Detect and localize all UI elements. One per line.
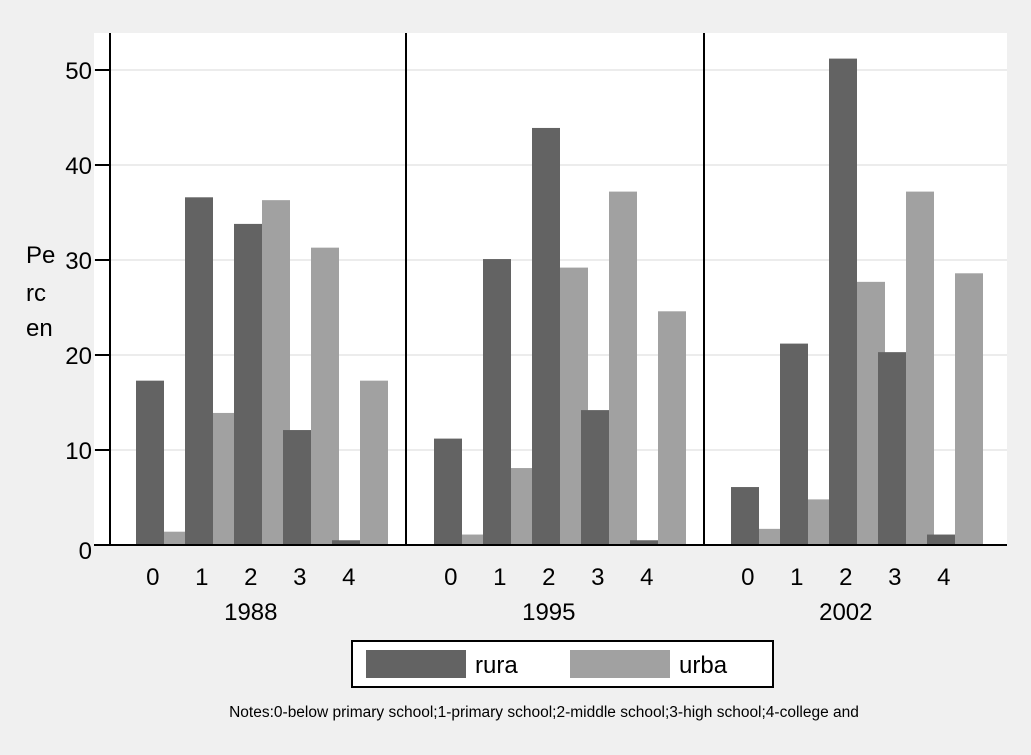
axes <box>94 33 1007 546</box>
bar-rura-1988-1 <box>185 197 213 546</box>
bar-rura-1995-2 <box>532 127 560 545</box>
x-tick-label: 1 <box>790 564 803 591</box>
bar-rura-2002-2 <box>829 58 857 545</box>
x-tick-label: 0 <box>741 564 754 591</box>
legend-swatch-rura <box>366 650 466 678</box>
x-tick-label: 2 <box>244 564 257 591</box>
y-tick-label: 30 <box>65 248 92 275</box>
bar-rura-1988-4 <box>332 540 360 545</box>
y-tick-labels: 0 10 20 30 40 50 <box>65 58 110 565</box>
legend: rura urba <box>351 640 774 688</box>
bar-rura-1995-3 <box>581 410 609 545</box>
bar-urba-1995-3 <box>609 191 637 545</box>
group-labels: 1988 1995 2002 <box>224 599 872 626</box>
x-tick-labels: 0 1 2 3 4 0 1 2 3 4 0 1 2 3 4 <box>146 564 950 591</box>
bar-rura-1995-0 <box>434 438 462 545</box>
bar-rura-1995-4 <box>630 540 658 545</box>
x-tick-label: 3 <box>293 564 306 591</box>
x-tick-label: 4 <box>937 564 950 591</box>
bar-rura-1988-2 <box>234 223 262 545</box>
bar-rura-1988-3 <box>283 430 311 545</box>
x-tick-label: 1 <box>195 564 208 591</box>
y-axis-label: Pe rc en <box>26 242 55 342</box>
legend-label-rura: rura <box>475 652 518 679</box>
y-tick-label: 0 <box>79 538 92 565</box>
bar-rura-2002-4 <box>927 534 955 545</box>
group-label-1988: 1988 <box>224 599 277 626</box>
group-label-1995: 1995 <box>522 599 575 626</box>
bar-urba-2002-4 <box>955 273 983 545</box>
bar-urba-2002-3 <box>906 191 934 545</box>
x-tick-label: 3 <box>888 564 901 591</box>
y-tick-label: 50 <box>65 58 92 85</box>
bar-urba-1988-3 <box>311 247 339 545</box>
bar-rura-1988-0 <box>136 380 164 545</box>
bars <box>136 58 983 546</box>
bar-rura-2002-3 <box>878 352 906 545</box>
x-tick-label: 2 <box>542 564 555 591</box>
legend-label-urba: urba <box>679 652 728 679</box>
x-tick-label: 3 <box>591 564 604 591</box>
x-tick-label: 0 <box>444 564 457 591</box>
y-tick-label: 20 <box>65 343 92 370</box>
bar-rura-2002-0 <box>731 487 759 545</box>
y-tick-label: 40 <box>65 153 92 180</box>
x-tick-label: 2 <box>839 564 852 591</box>
x-tick-label: 4 <box>342 564 355 591</box>
x-tick-label: 1 <box>493 564 506 591</box>
x-tick-label: 4 <box>640 564 653 591</box>
x-tick-label: 0 <box>146 564 159 591</box>
y-tick-label: 10 <box>65 438 92 465</box>
bar-urba-1988-4 <box>360 380 388 545</box>
group-label-2002: 2002 <box>819 599 872 626</box>
bar-urba-1995-0 <box>462 534 490 545</box>
chart-note: Notes:0-below primary school;1-primary s… <box>229 704 859 721</box>
bar-urba-1995-4 <box>658 311 686 545</box>
legend-swatch-urba <box>570 650 670 678</box>
bar-rura-1995-1 <box>483 259 511 545</box>
bar-rura-2002-1 <box>780 343 808 545</box>
